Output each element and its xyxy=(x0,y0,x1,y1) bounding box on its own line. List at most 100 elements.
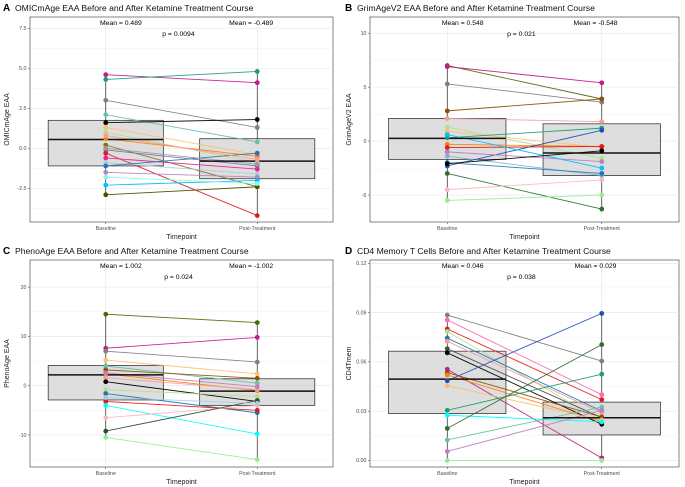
point-post xyxy=(254,161,260,167)
point-post xyxy=(254,384,260,390)
pair-line xyxy=(105,397,258,404)
point-post xyxy=(254,125,260,130)
y-axis-title: OMICmAge EAA xyxy=(4,93,11,146)
pair-line xyxy=(105,369,258,379)
y-tick-label: -5 xyxy=(362,193,367,199)
point-baseline xyxy=(444,198,450,203)
point-baseline xyxy=(103,375,109,381)
pair-line xyxy=(447,162,602,174)
y-tick-label: -10 xyxy=(19,433,27,439)
pair-line xyxy=(105,186,258,196)
pair-line xyxy=(447,337,602,412)
pair-line xyxy=(105,162,258,175)
point-post xyxy=(599,392,605,398)
point-baseline xyxy=(103,145,109,151)
pair-line xyxy=(447,319,602,396)
y-axis-title: PhenoAge EAA xyxy=(4,339,11,388)
y-tick-label: 10 xyxy=(21,334,27,340)
pair-line xyxy=(447,314,602,362)
pair-line xyxy=(447,368,602,459)
point-post xyxy=(254,213,260,218)
point-post xyxy=(254,157,260,162)
y-tick-label: 0.0 xyxy=(19,146,26,152)
point-baseline xyxy=(444,425,450,431)
point-baseline xyxy=(103,182,109,188)
point-baseline xyxy=(444,407,450,413)
p-value-label: p = 0.021 xyxy=(507,31,536,38)
point-baseline xyxy=(444,153,450,159)
p-value-label: p = 0.038 xyxy=(507,274,536,281)
point-post xyxy=(599,310,605,316)
pair-line xyxy=(105,313,258,324)
pair-line xyxy=(447,83,602,103)
pair-line xyxy=(447,194,602,201)
point-baseline xyxy=(103,77,109,82)
pair-line xyxy=(105,404,258,435)
point-post xyxy=(599,414,605,420)
mean-baseline-label: Mean = 0.489 xyxy=(100,20,142,27)
mean-post-label: Mean = -0.489 xyxy=(229,20,273,27)
point-post xyxy=(254,407,260,413)
point-baseline xyxy=(103,125,109,130)
point-baseline xyxy=(444,187,450,193)
point-post xyxy=(599,96,605,102)
panel-a: A OMICmAge EAA Before and After Ketamine … xyxy=(3,3,334,241)
point-post xyxy=(599,127,605,133)
point-post xyxy=(599,358,605,364)
plot-frame xyxy=(29,259,334,468)
panel-b: B GrimAgeV2 EAA Before and After Ketamine… xyxy=(345,3,680,241)
y-tick-label: 20 xyxy=(21,285,27,291)
point-post xyxy=(254,139,260,145)
pair-line xyxy=(447,127,602,139)
point-baseline xyxy=(103,395,109,400)
point-post xyxy=(599,342,605,348)
pair-line xyxy=(105,436,258,461)
panel-c: C PhenoAge EAA Before and After Ketamine … xyxy=(3,246,334,486)
pair-line xyxy=(447,406,602,441)
pair-line xyxy=(105,114,258,143)
point-post xyxy=(599,159,605,164)
pair-line xyxy=(447,173,602,210)
point-baseline xyxy=(444,116,450,121)
point-post xyxy=(254,150,260,156)
y-tick-label: 0 xyxy=(24,383,27,389)
point-baseline xyxy=(444,346,450,352)
pair-line xyxy=(105,336,258,349)
x-tick-label: Post-Treatment xyxy=(584,226,621,232)
point-baseline xyxy=(103,133,109,138)
pair-line xyxy=(105,400,258,432)
point-post xyxy=(254,380,260,386)
point-post xyxy=(254,375,260,381)
point-baseline xyxy=(444,64,450,70)
x-tick-label: Baseline xyxy=(437,226,457,232)
point-post xyxy=(599,407,605,413)
point-post xyxy=(254,80,260,86)
point-baseline xyxy=(444,108,450,114)
point-post xyxy=(599,148,605,154)
point-baseline xyxy=(444,317,450,323)
x-axis-title: Timepoint xyxy=(509,234,540,241)
pair-line xyxy=(447,130,602,149)
pair-line xyxy=(447,385,602,421)
panel-label: B xyxy=(345,3,352,14)
x-tick-label: Post-Treatment xyxy=(239,226,276,232)
point-post xyxy=(599,171,605,176)
plot-frame xyxy=(29,16,334,223)
point-baseline xyxy=(444,372,450,378)
point-post xyxy=(599,177,605,183)
point-baseline xyxy=(103,192,109,198)
panel-label: D xyxy=(345,246,352,257)
p-value-label: p = 0.0094 xyxy=(162,31,195,38)
pair-line xyxy=(447,344,602,429)
p-value-label: p = 0.024 xyxy=(164,274,193,281)
point-baseline xyxy=(103,415,109,421)
point-baseline xyxy=(103,348,109,354)
pair-line xyxy=(447,179,602,191)
x-tick-label: Baseline xyxy=(437,471,457,477)
point-baseline xyxy=(103,391,109,396)
pair-line xyxy=(447,348,602,419)
point-baseline xyxy=(103,387,109,393)
x-axis-title: Timepoint xyxy=(509,479,540,486)
pair-line xyxy=(105,149,258,167)
